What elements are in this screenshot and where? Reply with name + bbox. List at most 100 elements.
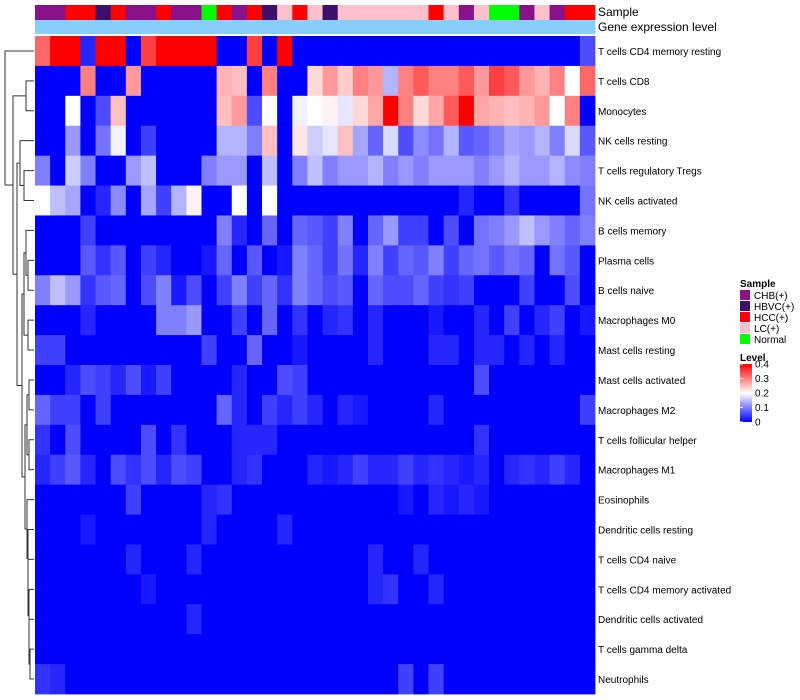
heatmap-cell (140, 95, 157, 127)
heatmap-cell (262, 604, 278, 635)
heatmap-cell (398, 484, 414, 515)
heatmap-cell (413, 365, 429, 396)
heatmap-cell (246, 155, 263, 186)
heatmap-cell (489, 365, 505, 396)
heatmap-cell (307, 185, 323, 216)
heatmap-cell (383, 155, 399, 186)
heatmap-cell (504, 604, 520, 635)
heatmap-cell (383, 664, 399, 695)
heatmap-cell (443, 424, 460, 456)
heatmap-cell (443, 95, 460, 127)
heatmap-cell (80, 634, 96, 665)
heatmap-cell (171, 634, 187, 665)
heatmap-cell (413, 305, 429, 336)
heatmap-cell (186, 125, 202, 157)
heatmap-cell (352, 424, 369, 456)
expression-annotation-cell (140, 20, 157, 34)
heatmap-cell (277, 125, 293, 157)
gene-expression-annotation-label: Gene expression level (598, 20, 717, 34)
heatmap-cell (231, 95, 248, 127)
heatmap-cell (489, 544, 505, 575)
heatmap-cell (383, 394, 399, 426)
heatmap-cell (262, 574, 278, 605)
heatmap-cell (65, 335, 81, 366)
heatmap-cell (337, 185, 354, 216)
heatmap-cell (156, 125, 172, 157)
heatmap-cell (549, 394, 566, 426)
heatmap-cell (80, 95, 96, 127)
heatmap-cell (367, 185, 384, 216)
heatmap-cell (231, 365, 248, 396)
heatmap-cell (110, 275, 127, 306)
heatmap-cell (307, 544, 323, 575)
heatmap-cell (95, 454, 112, 486)
heatmap-cell (35, 275, 51, 306)
heatmap-cell (579, 125, 596, 157)
heatmap-cell (337, 574, 354, 605)
heatmap-cell (534, 634, 550, 665)
heatmap-cell (80, 65, 96, 97)
heatmap-cell (534, 305, 550, 336)
heatmap-cell (95, 305, 112, 336)
heatmap-cell (125, 574, 142, 605)
heatmap-cell (292, 65, 308, 97)
heatmap-cell (186, 604, 202, 635)
heatmap-cell (534, 604, 550, 635)
heatmap-cell (579, 245, 596, 276)
heatmap-cell (50, 484, 66, 515)
row-label: Eosinophils (598, 496, 649, 507)
expression-annotation-cell (95, 20, 112, 34)
heatmap-cell (35, 365, 51, 396)
heatmap-cell (428, 424, 445, 456)
heatmap-cell (186, 95, 202, 127)
heatmap-cell (473, 305, 490, 336)
heatmap-cell (231, 335, 248, 366)
heatmap-cell (504, 484, 520, 515)
heatmap-cell (35, 604, 51, 635)
heatmap-cell (125, 125, 142, 157)
expression-annotation-cell (534, 20, 550, 34)
heatmap-cell (156, 95, 172, 127)
heatmap-cell (171, 155, 187, 186)
heatmap-cell (489, 574, 505, 605)
heatmap-cell (216, 335, 233, 366)
heatmap-cell (519, 305, 535, 336)
heatmap-cell (413, 574, 429, 605)
dendrogram-branch (28, 588, 34, 642)
heatmap-cell (534, 185, 550, 216)
heatmap-cell (110, 305, 127, 336)
heatmap-cell (65, 574, 81, 605)
heatmap-cell (292, 215, 308, 246)
expression-annotation-cell (216, 20, 233, 34)
heatmap-cell (80, 275, 96, 306)
heatmap-cell (337, 245, 354, 276)
heatmap-cell (428, 95, 445, 127)
sample-annotation-cell (549, 5, 566, 20)
heatmap-cell (50, 275, 66, 306)
heatmap-cell (473, 36, 490, 67)
heatmap-cell (564, 634, 581, 665)
heatmap-cell (110, 514, 127, 545)
expression-annotation-cell (443, 20, 460, 34)
heatmap-cell (337, 335, 354, 366)
heatmap-cell (95, 424, 112, 456)
heatmap-cell (65, 155, 81, 186)
heatmap-cell (458, 634, 475, 665)
heatmap-cell (186, 36, 202, 67)
dendrogram-branch (27, 529, 34, 588)
heatmap-cell (413, 245, 429, 276)
heatmap-cell (125, 604, 142, 635)
heatmap-cell (201, 125, 218, 157)
legend-tick-label: 0.3 (755, 374, 769, 385)
heatmap-cell (292, 305, 308, 336)
heatmap-cell (95, 544, 112, 575)
heatmap-cell (337, 365, 354, 396)
row-label: T cells gamma delta (598, 645, 688, 656)
heatmap-cell (549, 65, 566, 97)
heatmap-cell (443, 335, 460, 366)
heatmap-cell (125, 335, 142, 366)
heatmap-cell (564, 424, 581, 456)
heatmap-cell (307, 65, 323, 97)
heatmap-cell (140, 454, 157, 486)
heatmap-cell (443, 394, 460, 426)
